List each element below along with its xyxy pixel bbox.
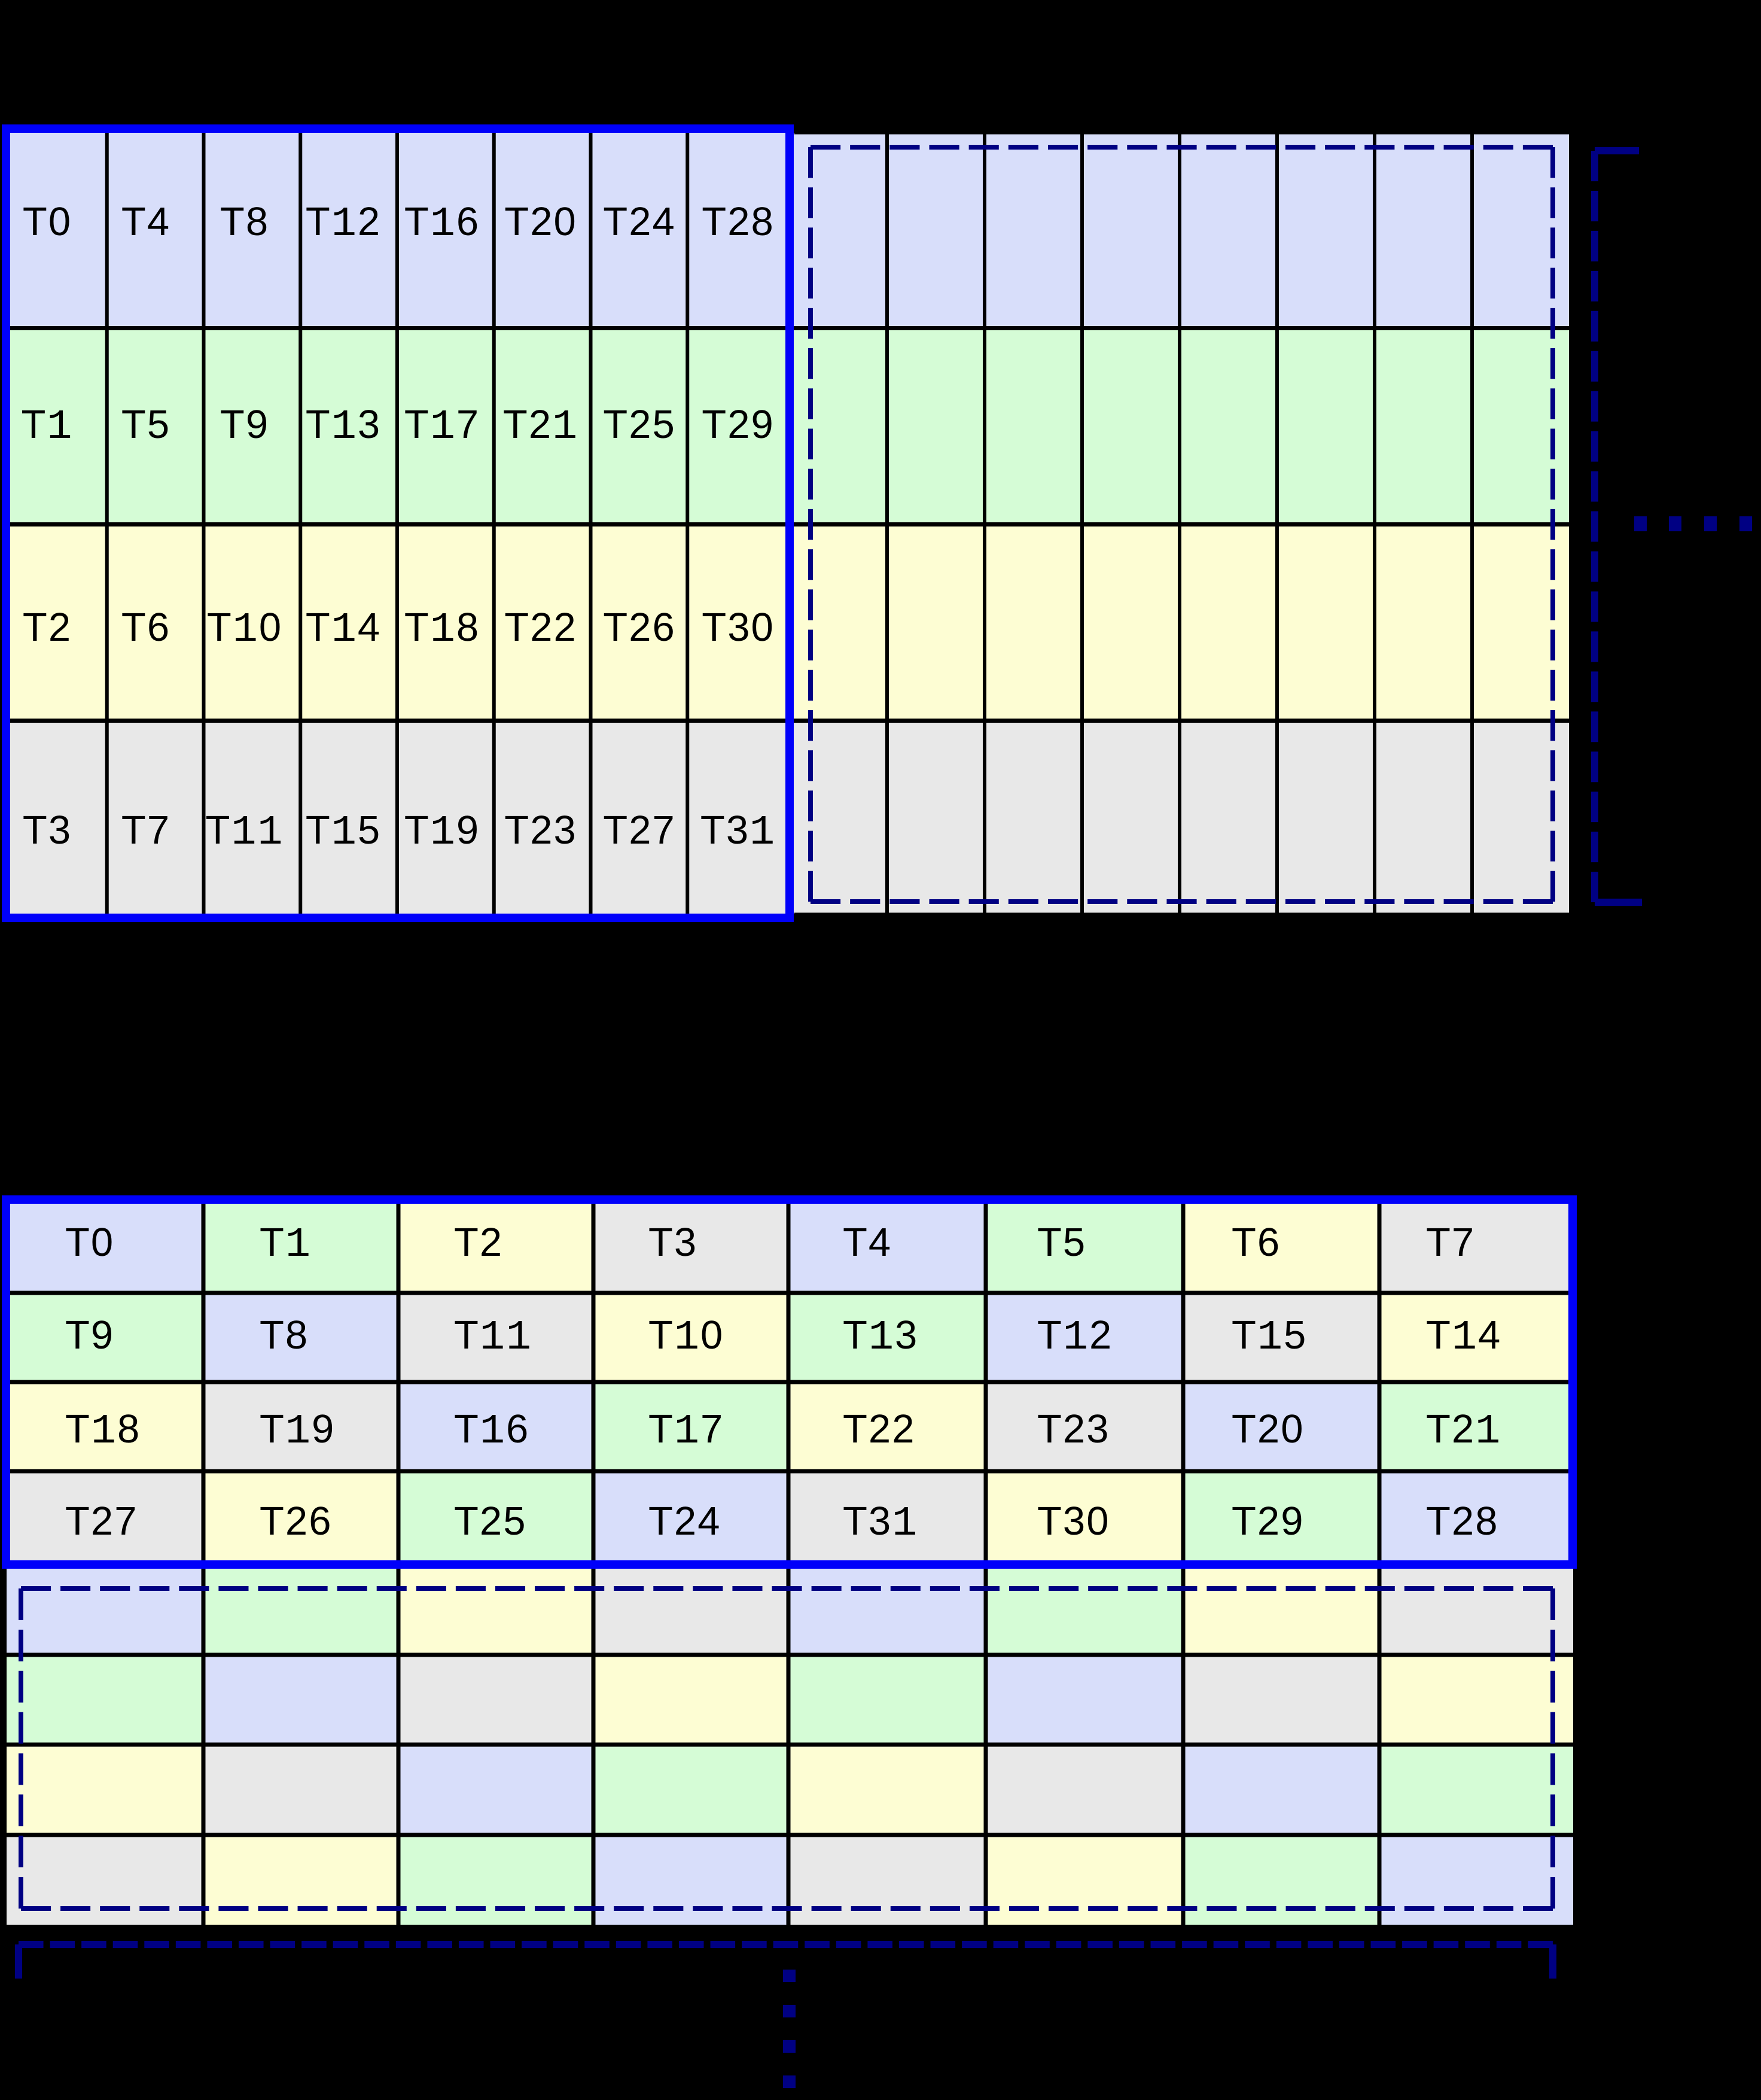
svg-text:T28: T28 <box>702 199 774 244</box>
svg-text:T8: T8 <box>260 1313 309 1358</box>
svg-text:T15: T15 <box>306 808 381 857</box>
svg-text:T10: T10 <box>648 1313 724 1362</box>
svg-text:T3: T3 <box>648 1220 697 1265</box>
svg-text:T7: T7 <box>1426 1220 1475 1265</box>
svg-text:T29: T29 <box>1232 1499 1304 1544</box>
svg-text:T26: T26 <box>260 1499 332 1544</box>
svg-text:T19: T19 <box>404 808 480 857</box>
svg-text:T18: T18 <box>404 605 480 654</box>
svg-text:T10: T10 <box>207 605 282 654</box>
svg-text:T25: T25 <box>454 1499 526 1544</box>
svg-text:T7: T7 <box>121 808 170 853</box>
svg-text:T5: T5 <box>121 402 170 447</box>
svg-text:T30: T30 <box>702 605 774 650</box>
svg-text:T13: T13 <box>843 1313 918 1362</box>
svg-text:T22: T22 <box>843 1407 915 1451</box>
svg-text:T11: T11 <box>454 1313 532 1362</box>
svg-text:T28: T28 <box>1426 1499 1498 1544</box>
svg-text:T0: T0 <box>23 199 72 244</box>
svg-text:T12: T12 <box>306 199 381 248</box>
svg-text:T25: T25 <box>603 402 675 447</box>
svg-text:T6: T6 <box>121 605 170 650</box>
svg-text:T0: T0 <box>65 1220 114 1265</box>
svg-text:T26: T26 <box>603 605 675 650</box>
svg-text:T17: T17 <box>648 1407 724 1456</box>
svg-text:T21: T21 <box>503 402 578 451</box>
svg-text:T1: T1 <box>22 402 74 451</box>
svg-text:T4: T4 <box>121 199 170 244</box>
svg-text:T12: T12 <box>1037 1313 1113 1362</box>
svg-text:T9: T9 <box>220 402 269 447</box>
svg-text:T14: T14 <box>306 605 381 654</box>
svg-text:T31: T31 <box>700 808 776 857</box>
svg-text:T4: T4 <box>843 1220 892 1265</box>
svg-text:T2: T2 <box>23 605 72 650</box>
svg-text:T13: T13 <box>306 402 381 451</box>
svg-text:T15: T15 <box>1232 1313 1307 1362</box>
svg-text:T14: T14 <box>1426 1313 1501 1362</box>
svg-text:T22: T22 <box>504 605 577 650</box>
svg-text:T8: T8 <box>220 199 269 244</box>
svg-text:T27: T27 <box>65 1499 138 1544</box>
svg-text:T6: T6 <box>1232 1220 1281 1265</box>
svg-text:T30: T30 <box>1037 1499 1110 1544</box>
svg-text:T21: T21 <box>1426 1407 1501 1456</box>
svg-text:T3: T3 <box>23 808 72 853</box>
svg-text:T27: T27 <box>603 808 675 853</box>
svg-text:T19: T19 <box>260 1407 335 1456</box>
svg-text:T11: T11 <box>206 808 284 857</box>
svg-text:T20: T20 <box>1232 1407 1304 1451</box>
svg-text:T20: T20 <box>504 199 577 244</box>
svg-text:T23: T23 <box>504 808 577 853</box>
svg-text:T2: T2 <box>454 1220 503 1265</box>
svg-text:T16: T16 <box>404 199 480 248</box>
svg-text:T5: T5 <box>1037 1220 1086 1265</box>
svg-text:T29: T29 <box>702 402 774 447</box>
svg-text:T1: T1 <box>260 1220 312 1269</box>
svg-text:T23: T23 <box>1037 1407 1110 1451</box>
svg-text:T31: T31 <box>843 1499 918 1548</box>
svg-text:T17: T17 <box>404 402 480 451</box>
svg-text:T9: T9 <box>65 1313 114 1358</box>
svg-text:T16: T16 <box>454 1407 529 1456</box>
svg-text:T24: T24 <box>603 199 675 244</box>
svg-text:T18: T18 <box>65 1407 141 1456</box>
svg-text:T24: T24 <box>648 1499 721 1544</box>
